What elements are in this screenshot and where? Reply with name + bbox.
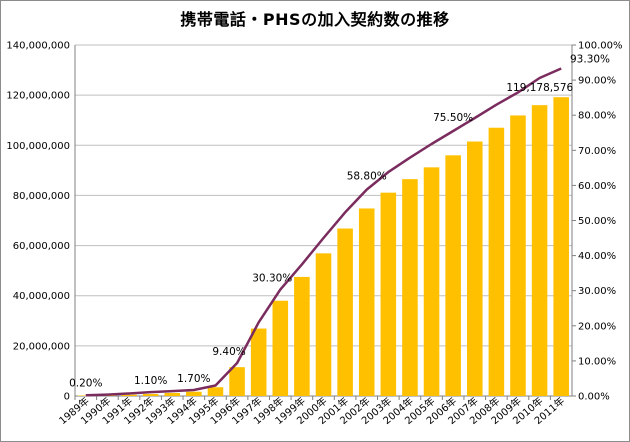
data-label: 75.50% <box>433 112 473 124</box>
y-left-tick-label: 140,000,000 <box>6 41 70 52</box>
data-label: 9.40% <box>212 346 245 358</box>
data-label: 1.10% <box>134 375 167 387</box>
data-label: 93.30% <box>570 54 610 66</box>
data-label: 119,178,576 <box>506 82 573 94</box>
bar <box>380 192 397 396</box>
bar <box>272 300 289 396</box>
line-series <box>85 67 562 397</box>
bar <box>121 394 137 396</box>
bar <box>294 276 310 396</box>
y-right-tick-label: 40.00% <box>578 251 616 262</box>
bar <box>488 127 505 396</box>
y-left-tick-label: 20,000,000 <box>13 341 70 352</box>
y-left-tick-label: 100,000,000 <box>6 141 70 152</box>
y-right-tick-label: 0.00% <box>578 392 610 403</box>
y-right-tick-label: 70.00% <box>578 146 616 157</box>
bar <box>78 395 94 396</box>
data-label: 30.30% <box>252 273 292 285</box>
bar <box>250 328 267 396</box>
y-right-tick-label: 90.00% <box>578 76 616 87</box>
y-right-tick-label: 80.00% <box>578 111 616 122</box>
bar <box>186 391 202 396</box>
bar <box>553 97 569 397</box>
data-label: 0.20% <box>69 377 102 389</box>
bar <box>142 393 159 396</box>
y-left-tick-label: 120,000,000 <box>6 91 70 102</box>
bar <box>315 253 332 396</box>
y-left-tick-label: 60,000,000 <box>13 241 70 252</box>
chart-title: 携帯電話・PHSの加入契約数の推移 <box>180 10 450 29</box>
bar <box>531 105 548 397</box>
y-right-tick-label: 60.00% <box>578 181 616 192</box>
bar <box>229 367 245 396</box>
y-left-tick-label: 80,000,000 <box>13 191 70 202</box>
y-right-tick-label: 20.00% <box>578 321 616 332</box>
data-label: 1.70% <box>177 373 210 385</box>
bar <box>207 387 224 396</box>
bar <box>402 179 418 396</box>
bar <box>337 228 353 396</box>
bar <box>358 208 375 396</box>
y-left-tick-label: 40,000,000 <box>13 291 70 302</box>
y-right-tick-label: 10.00% <box>578 356 616 367</box>
y-right-tick-label: 100.00% <box>578 41 623 52</box>
y-left-tick-label: 0 <box>64 392 70 403</box>
bar <box>510 115 526 396</box>
bar <box>445 155 461 396</box>
bar <box>466 141 483 396</box>
y-right-tick-label: 30.00% <box>578 286 616 297</box>
bar <box>164 392 181 396</box>
y-right-tick-label: 50.00% <box>578 216 616 227</box>
bar <box>423 167 440 396</box>
data-label: 58.80% <box>347 171 387 183</box>
